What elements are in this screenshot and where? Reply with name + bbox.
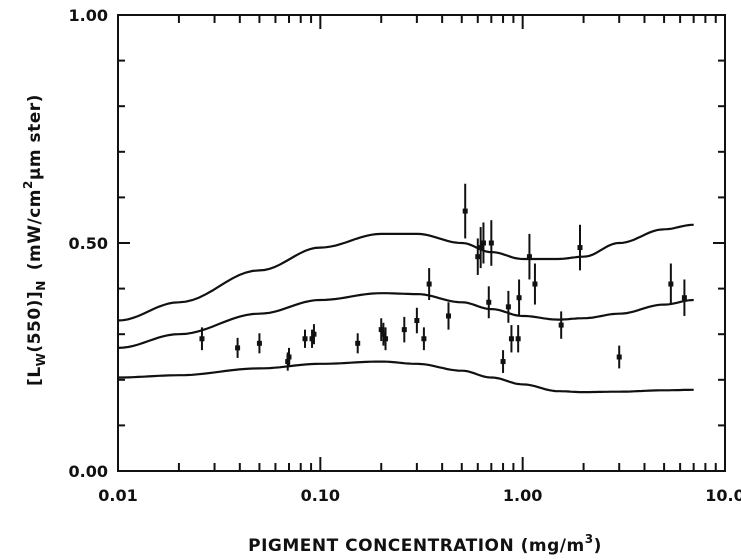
point-marker [508, 336, 514, 342]
point-marker [309, 336, 315, 342]
point-marker [446, 313, 452, 319]
point-marker [235, 345, 241, 351]
model-curve [118, 360, 694, 394]
point-marker [505, 304, 511, 310]
point-marker [199, 336, 205, 342]
point-marker [462, 208, 468, 214]
data-point [378, 318, 384, 342]
data-point [526, 233, 532, 280]
data-point [500, 350, 506, 373]
plot-border [117, 14, 726, 472]
y-tick-label: 1.00 [69, 6, 108, 25]
point-marker [401, 327, 407, 333]
point-marker [286, 354, 292, 360]
data-point [446, 302, 452, 330]
point-marker [311, 331, 317, 337]
data-point [401, 316, 407, 343]
x-tick-label: 0.10 [301, 486, 340, 505]
data-point [486, 286, 492, 319]
data-points [199, 183, 687, 373]
point-marker [302, 336, 308, 342]
data-point [532, 263, 538, 305]
point-marker [414, 318, 420, 324]
point-marker [480, 240, 486, 246]
point-marker [558, 322, 564, 328]
point-marker [285, 359, 291, 365]
x-tick-label: 10.0 [705, 486, 741, 505]
data-point [235, 337, 241, 358]
data-point [426, 268, 432, 300]
x-axis-ticks: 0.01 0.10 1.00 10.0 [98, 15, 741, 505]
point-marker [488, 240, 494, 246]
model-curve [117, 292, 694, 349]
data-point [508, 325, 514, 353]
point-marker [668, 281, 674, 287]
point-marker [532, 281, 538, 287]
x-tick-label: 1.00 [503, 486, 542, 505]
data-point [475, 238, 481, 275]
y-axis-ticks: 0.00 0.50 1.00 [69, 6, 725, 481]
model-curves [117, 223, 694, 394]
point-marker [378, 327, 384, 333]
data-point [558, 311, 564, 339]
data-point [421, 327, 427, 351]
model-curve [117, 223, 694, 322]
data-point [480, 222, 486, 264]
x-tick-label: 0.01 [98, 486, 137, 505]
data-point [380, 322, 386, 346]
data-point [302, 329, 308, 348]
point-marker [486, 299, 492, 305]
plot-frame [117, 14, 726, 472]
point-marker [526, 254, 532, 260]
point-marker [383, 336, 389, 342]
data-point [668, 263, 674, 305]
data-point [256, 333, 262, 354]
point-marker [577, 245, 583, 251]
data-point [462, 183, 468, 239]
point-marker [515, 336, 521, 342]
x-axis-title: PIGMENT CONCENTRATION (mg/m3) [248, 532, 602, 556]
point-marker [516, 295, 522, 301]
data-point [516, 279, 522, 316]
data-point [488, 220, 494, 266]
data-point [355, 333, 361, 354]
y-tick-label: 0.00 [69, 462, 108, 481]
data-point [616, 345, 622, 369]
data-point [414, 307, 420, 334]
data-point [681, 279, 687, 316]
point-marker [478, 245, 484, 251]
y-tick-label: 0.50 [69, 234, 108, 253]
data-point [286, 347, 292, 367]
point-marker [355, 340, 361, 346]
point-marker [421, 336, 427, 342]
data-point [478, 227, 484, 269]
data-point [505, 290, 511, 323]
point-marker [500, 359, 506, 365]
point-marker [475, 254, 481, 260]
data-point [199, 327, 205, 351]
data-point [577, 224, 583, 271]
data-point [515, 325, 521, 353]
point-marker [380, 331, 386, 337]
point-marker [681, 295, 687, 301]
point-marker [426, 281, 432, 287]
point-marker [256, 340, 262, 346]
point-marker [616, 354, 622, 360]
data-point [311, 324, 317, 345]
y-axis-title: [LW(550)]N(mW/cm2μm ster) [21, 94, 48, 386]
data-point [383, 327, 389, 351]
